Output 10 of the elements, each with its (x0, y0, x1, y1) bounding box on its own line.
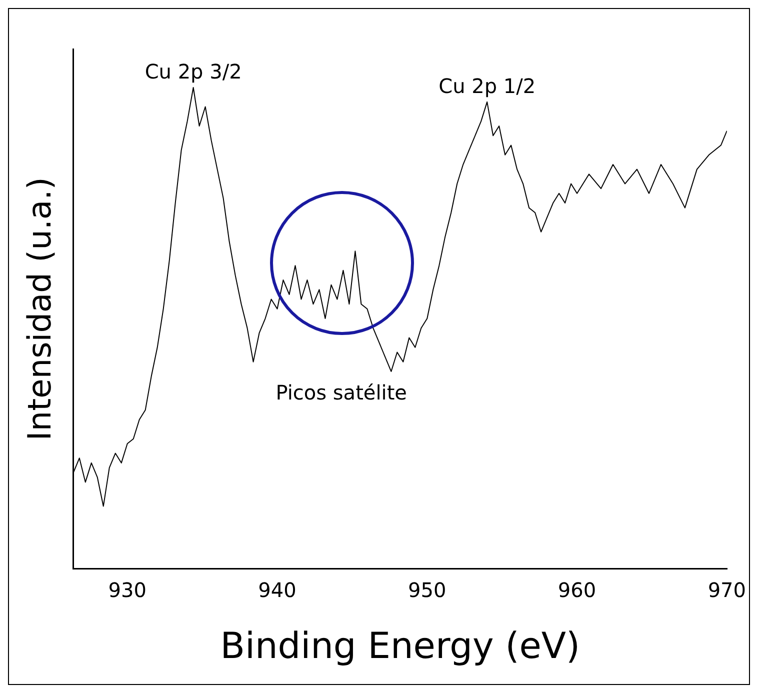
x-tick-label: 940 (258, 578, 296, 602)
x-tick-label: 930 (108, 578, 146, 602)
x-tick-label: 960 (558, 578, 596, 602)
annotation: Cu 2p 3/2 (144, 60, 242, 84)
annotation: Cu 2p 1/2 (438, 74, 536, 98)
y-axis-title: Intensidad (u.a.) (20, 177, 59, 441)
x-tick-label: 950 (408, 578, 446, 602)
annotation: Picos satélite (276, 380, 407, 404)
x-axis-title: Binding Energy (eV) (220, 626, 580, 667)
x-tick-label: 970 (708, 578, 746, 602)
